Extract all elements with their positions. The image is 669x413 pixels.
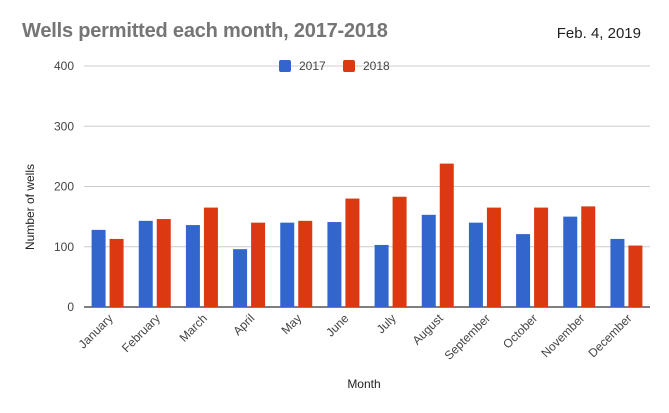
x-tick-label: September — [442, 311, 493, 362]
y-tick-label: 100 — [54, 240, 74, 254]
y-tick-label: 300 — [54, 119, 74, 133]
bar-2018-december — [628, 245, 643, 307]
gridlines — [84, 65, 650, 308]
chart-date: Feb. 4, 2019 — [556, 25, 641, 42]
x-tick-label: June — [323, 311, 352, 340]
bar-2017-october — [516, 234, 531, 307]
bar-2018-august — [439, 163, 454, 307]
x-tick-label: February — [119, 311, 163, 355]
x-tick-label: April — [230, 311, 257, 338]
x-tick-label: August — [410, 311, 447, 348]
x-tick-label: January — [76, 311, 116, 351]
y-axis-ticks: 0 100 200 300 400 — [54, 59, 74, 314]
bar-2017-september — [468, 222, 483, 307]
bar-2018-may — [298, 220, 313, 307]
legend-swatch-2018 — [343, 60, 355, 72]
legend-label-2017: 2017 — [299, 59, 326, 73]
legend: 2017 2018 — [279, 59, 390, 73]
y-tick-label: 200 — [54, 180, 74, 194]
bar-2017-december — [610, 238, 625, 307]
bar-2018-january — [109, 238, 124, 307]
bar-2017-august — [421, 214, 436, 307]
y-tick-label: 0 — [67, 300, 74, 314]
bar-2018-november — [581, 206, 596, 307]
bar-2018-june — [345, 198, 360, 307]
bar-2018-april — [251, 222, 266, 307]
x-tick-label: July — [374, 311, 399, 336]
x-tick-label: October — [500, 311, 540, 351]
x-tick-label: December — [585, 311, 634, 360]
bar-2017-may — [280, 222, 295, 307]
bar-2017-january — [91, 229, 106, 307]
x-axis-ticks: January February March April May June July Augu… — [76, 311, 635, 363]
chart-title: Wells permitted each month, 2017-2018 — [22, 20, 388, 42]
x-tick-label: March — [177, 311, 210, 344]
bar-2018-july — [392, 196, 407, 307]
bar-2017-april — [233, 249, 248, 307]
bar-2018-february — [156, 219, 171, 307]
bar-2017-june — [327, 222, 342, 307]
bar-2018-september — [486, 207, 501, 307]
bar-2018-october — [534, 207, 549, 307]
legend-swatch-2017 — [279, 60, 291, 72]
y-tick-label: 400 — [54, 59, 74, 73]
bar-2017-november — [563, 216, 578, 307]
bar-2018-march — [203, 207, 218, 307]
bar-2017-march — [185, 225, 200, 307]
x-tick-label: May — [278, 311, 304, 337]
legend-label-2018: 2018 — [363, 59, 390, 73]
y-axis-label: Number of wells — [23, 164, 37, 250]
x-axis-label: Month — [347, 377, 380, 391]
bars — [91, 163, 643, 307]
x-tick-label: November — [538, 311, 587, 360]
bar-2017-july — [374, 244, 389, 307]
bar-2017-february — [138, 220, 153, 307]
